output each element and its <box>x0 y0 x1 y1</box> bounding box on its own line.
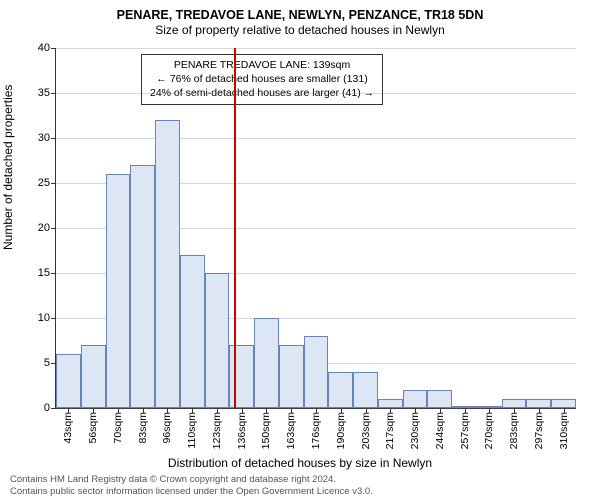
histogram-bar <box>155 120 180 408</box>
histogram-bar <box>205 273 230 408</box>
histogram-bar <box>229 345 254 408</box>
xtick-label: 310sqm <box>558 408 570 449</box>
chart-title-sub: Size of property relative to detached ho… <box>0 22 600 37</box>
xtick-label: 203sqm <box>360 408 372 449</box>
ytick-label: 15 <box>38 267 56 279</box>
annotation-box: PENARE TREDAVOE LANE: 139sqm ← 76% of de… <box>141 54 383 105</box>
ytick-label: 20 <box>38 222 56 234</box>
xtick-label: 123sqm <box>211 408 223 449</box>
xtick-label: 83sqm <box>137 408 149 444</box>
gridline <box>56 138 576 139</box>
xtick-label: 217sqm <box>384 408 396 449</box>
xtick-label: 230sqm <box>409 408 421 449</box>
histogram-bar <box>378 399 403 408</box>
plot-area: PENARE TREDAVOE LANE: 139sqm ← 76% of de… <box>55 48 576 409</box>
xtick-label: 43sqm <box>62 408 74 444</box>
footer-line: Contains HM Land Registry data © Crown c… <box>10 474 590 486</box>
xtick-label: 257sqm <box>459 408 471 449</box>
ytick-label: 40 <box>38 42 56 54</box>
chart-title-main: PENARE, TREDAVOE LANE, NEWLYN, PENZANCE,… <box>0 0 600 22</box>
histogram-bar <box>81 345 106 408</box>
ytick-label: 10 <box>38 312 56 324</box>
xtick-label: 244sqm <box>434 408 446 449</box>
ytick-label: 0 <box>44 402 56 414</box>
histogram-bar <box>56 354 81 408</box>
annotation-line: ← 76% of detached houses are smaller (13… <box>150 72 374 86</box>
gridline <box>56 48 576 49</box>
ytick-label: 30 <box>38 132 56 144</box>
marker-line <box>234 48 236 408</box>
ytick-label: 35 <box>38 87 56 99</box>
xtick-label: 110sqm <box>186 408 198 449</box>
histogram-bar <box>551 399 576 408</box>
histogram-bar <box>403 390 428 408</box>
footer-line: Contains public sector information licen… <box>10 486 590 498</box>
footer-attribution: Contains HM Land Registry data © Crown c… <box>10 474 590 498</box>
xtick-label: 176sqm <box>310 408 322 449</box>
histogram-bar <box>279 345 304 408</box>
x-axis-label: Distribution of detached houses by size … <box>0 456 600 470</box>
gridline <box>56 93 576 94</box>
histogram-bar <box>427 390 452 408</box>
histogram-bar <box>180 255 205 408</box>
xtick-label: 297sqm <box>533 408 545 449</box>
histogram-bar <box>130 165 155 408</box>
ytick-label: 5 <box>44 357 56 369</box>
ytick-label: 25 <box>38 177 56 189</box>
xtick-label: 163sqm <box>285 408 297 449</box>
histogram-bar <box>106 174 131 408</box>
xtick-label: 190sqm <box>335 408 347 449</box>
xtick-label: 270sqm <box>483 408 495 449</box>
histogram-bar <box>304 336 329 408</box>
histogram-bar <box>502 399 527 408</box>
xtick-label: 136sqm <box>236 408 248 449</box>
histogram-bar <box>254 318 279 408</box>
y-axis-label: Number of detached properties <box>1 85 15 250</box>
annotation-line: PENARE TREDAVOE LANE: 139sqm <box>150 58 374 72</box>
histogram-bar <box>353 372 378 408</box>
histogram-bar <box>526 399 551 408</box>
chart-container: PENARE, TREDAVOE LANE, NEWLYN, PENZANCE,… <box>0 0 600 500</box>
xtick-label: 70sqm <box>112 408 124 444</box>
xtick-label: 96sqm <box>161 408 173 444</box>
xtick-label: 150sqm <box>260 408 272 449</box>
xtick-label: 283sqm <box>508 408 520 449</box>
xtick-label: 56sqm <box>87 408 99 444</box>
histogram-bar <box>328 372 353 408</box>
